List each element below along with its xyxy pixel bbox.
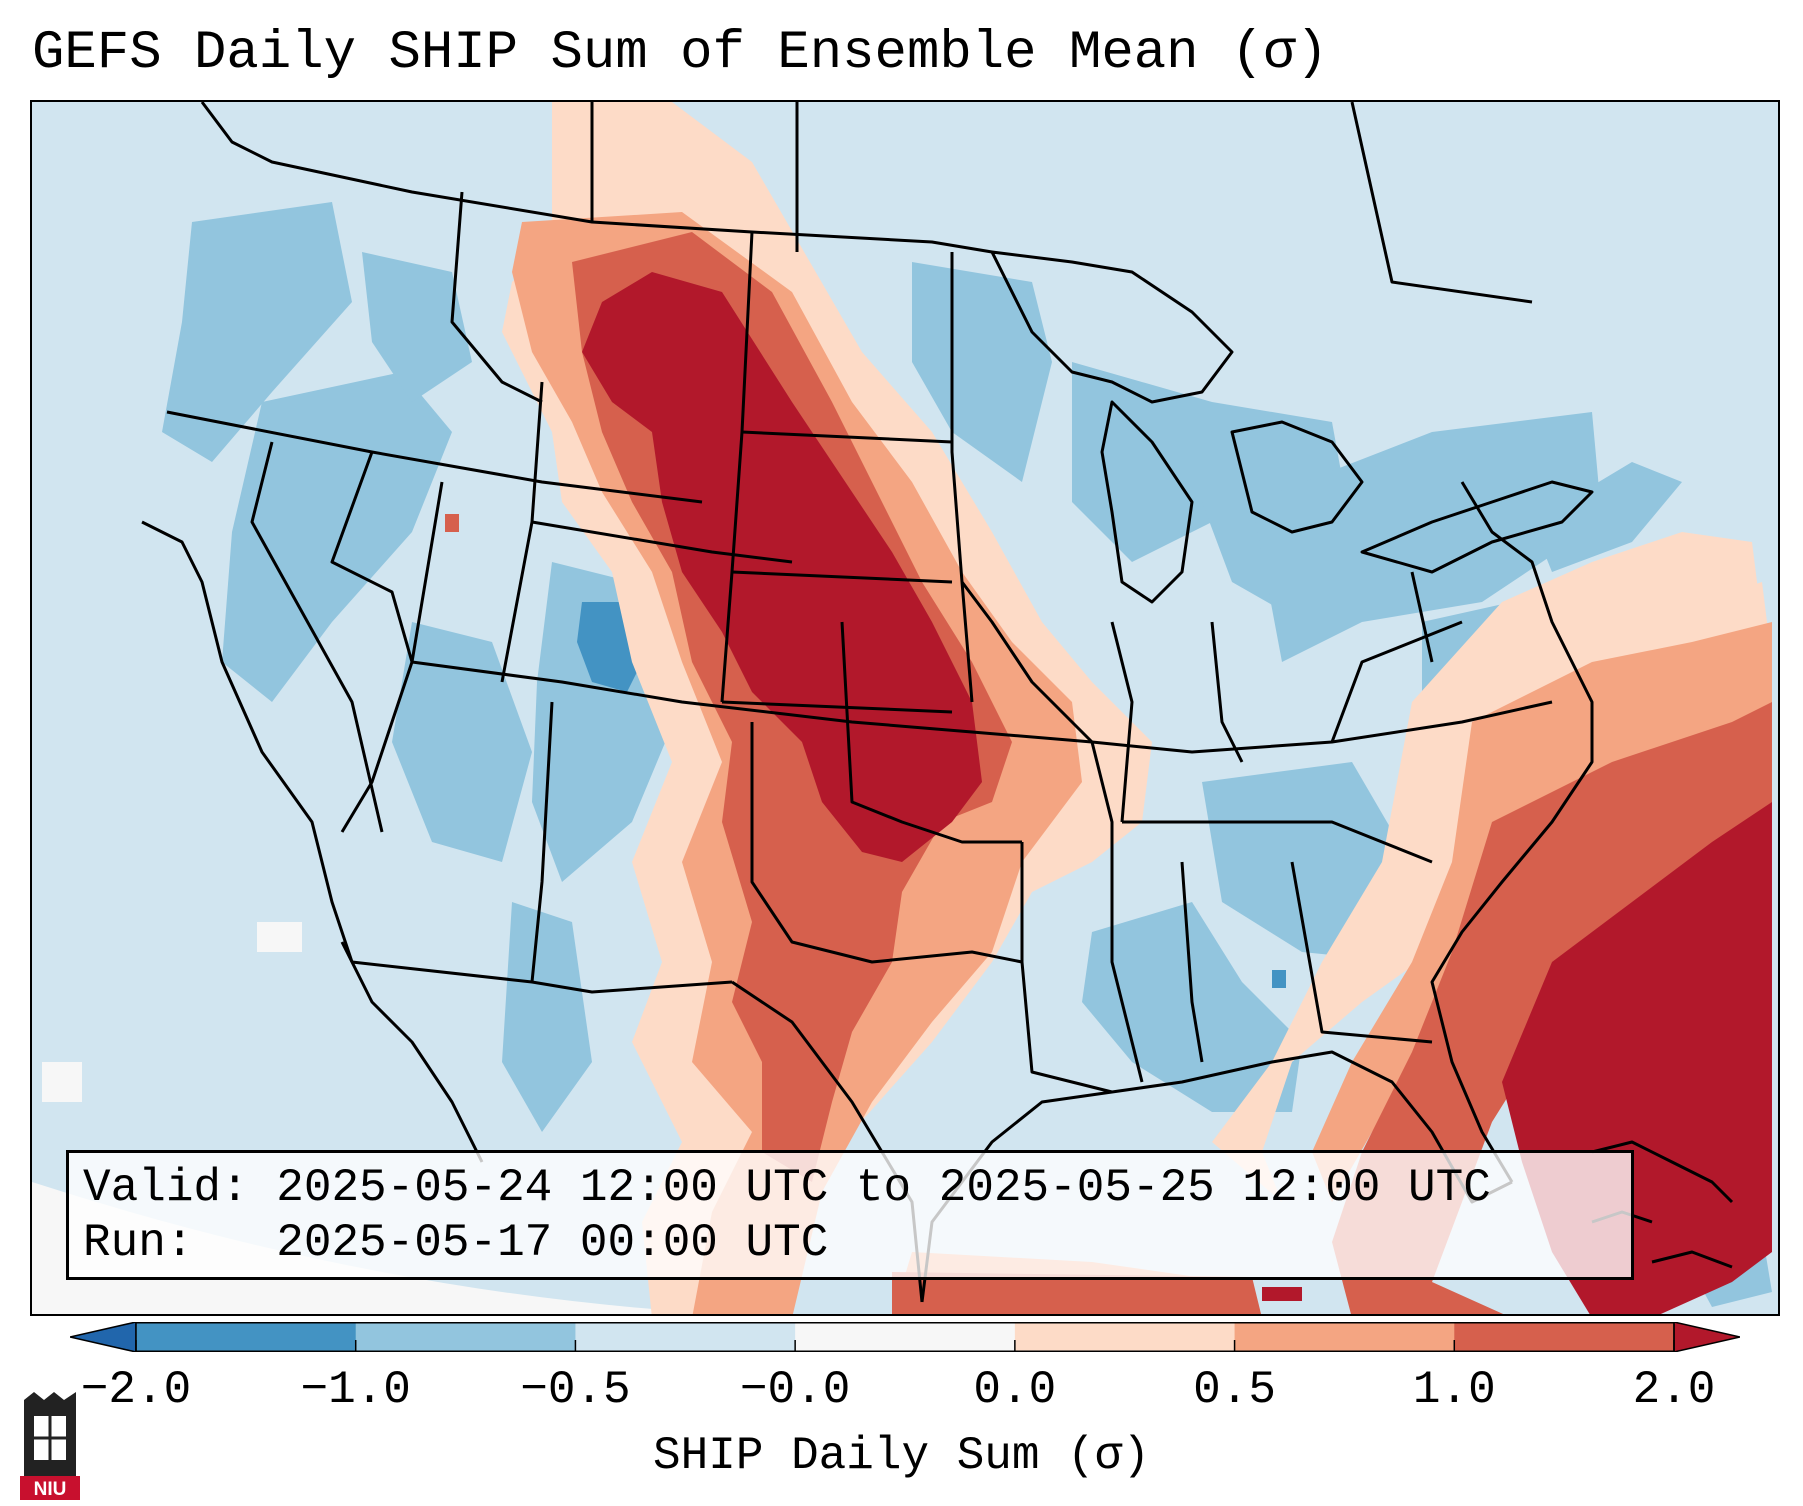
colorbar-extend-low [70,1322,137,1352]
map-panel [30,100,1780,1316]
field-neutral [32,922,722,1314]
colorbar-bin [136,1322,357,1352]
map-canvas [32,102,1778,1314]
niu-logo: NIU [20,1392,80,1500]
colorbar-tick-label: −2.0 [80,1364,192,1416]
colorbar-tick-label: −1.0 [300,1364,411,1416]
colorbar-bin [795,1322,1016,1352]
colorbar-tick-label: 1.0 [1412,1364,1496,1416]
validity-info-box: Valid: 2025-05-24 12:00 UTC to 2025-05-2… [66,1150,1634,1280]
colorbar-tick-label: −0.5 [520,1364,631,1416]
colorbar-tick-label: 2.0 [1632,1364,1716,1416]
chart-title: GEFS Daily SHIP Sum of Ensemble Mean (σ) [32,23,1329,84]
colorbar [70,1322,1740,1352]
colorbar-bin [575,1322,796,1352]
political-boundaries [141,102,1734,1303]
colorbar-bin [1234,1322,1455,1352]
colorbar-bin [1014,1322,1236,1352]
colorbar-tick-label: −0.0 [739,1364,851,1416]
colorbar-bin [355,1322,576,1352]
colorbar-title: SHIP Daily Sum (σ) [653,1430,1150,1482]
colorbar-tick-label: 0.5 [1193,1364,1276,1416]
valid-time-text: Valid: 2025-05-24 12:00 UTC to 2025-05-2… [83,1162,1491,1214]
logo-text: NIU [34,1479,67,1500]
colorbar-tick-label: 0.0 [973,1364,1057,1416]
run-time-text: Run: 2025-05-17 00:00 UTC [83,1217,829,1269]
colorbar-outline [135,1322,1675,1352]
colorbar-extend-high [1673,1322,1740,1352]
colorbar-bin [1454,1322,1675,1352]
